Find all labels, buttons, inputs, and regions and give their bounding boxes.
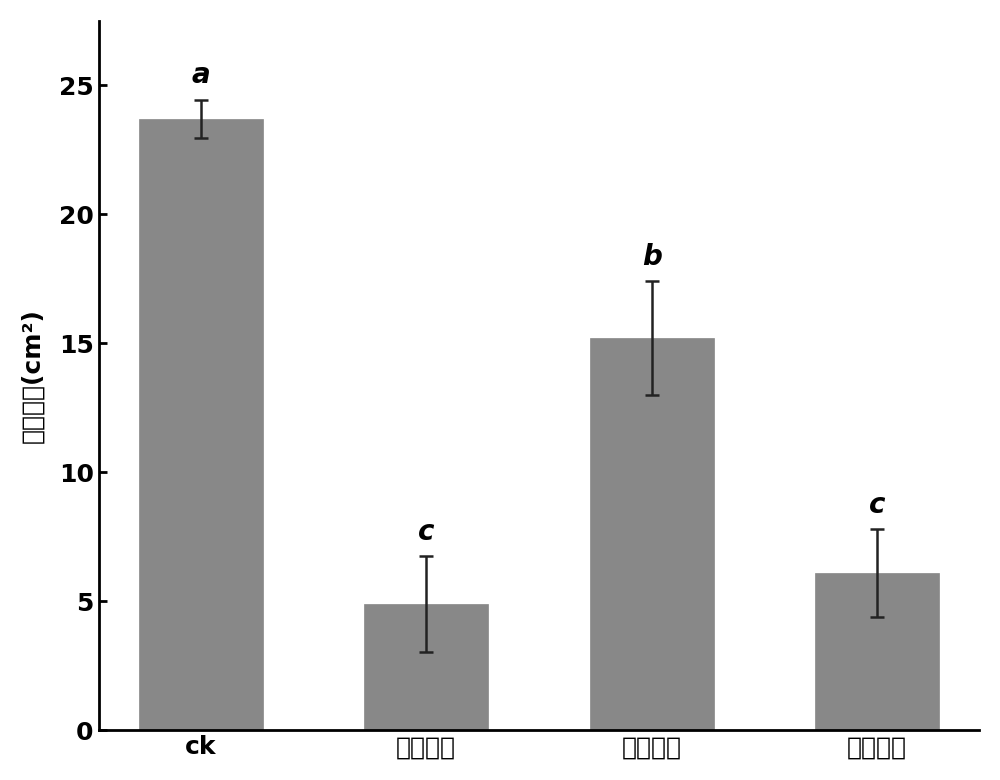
Bar — [364, 604, 488, 730]
Bar — [139, 119, 263, 730]
Text: a: a — [191, 61, 210, 89]
Text: c: c — [418, 518, 434, 546]
Bar — [590, 339, 714, 730]
Y-axis label: 病斌面积(cm²): 病斌面积(cm²) — [21, 308, 45, 443]
Text: c: c — [869, 491, 885, 519]
Bar — [815, 573, 939, 730]
Text: b: b — [642, 243, 662, 271]
